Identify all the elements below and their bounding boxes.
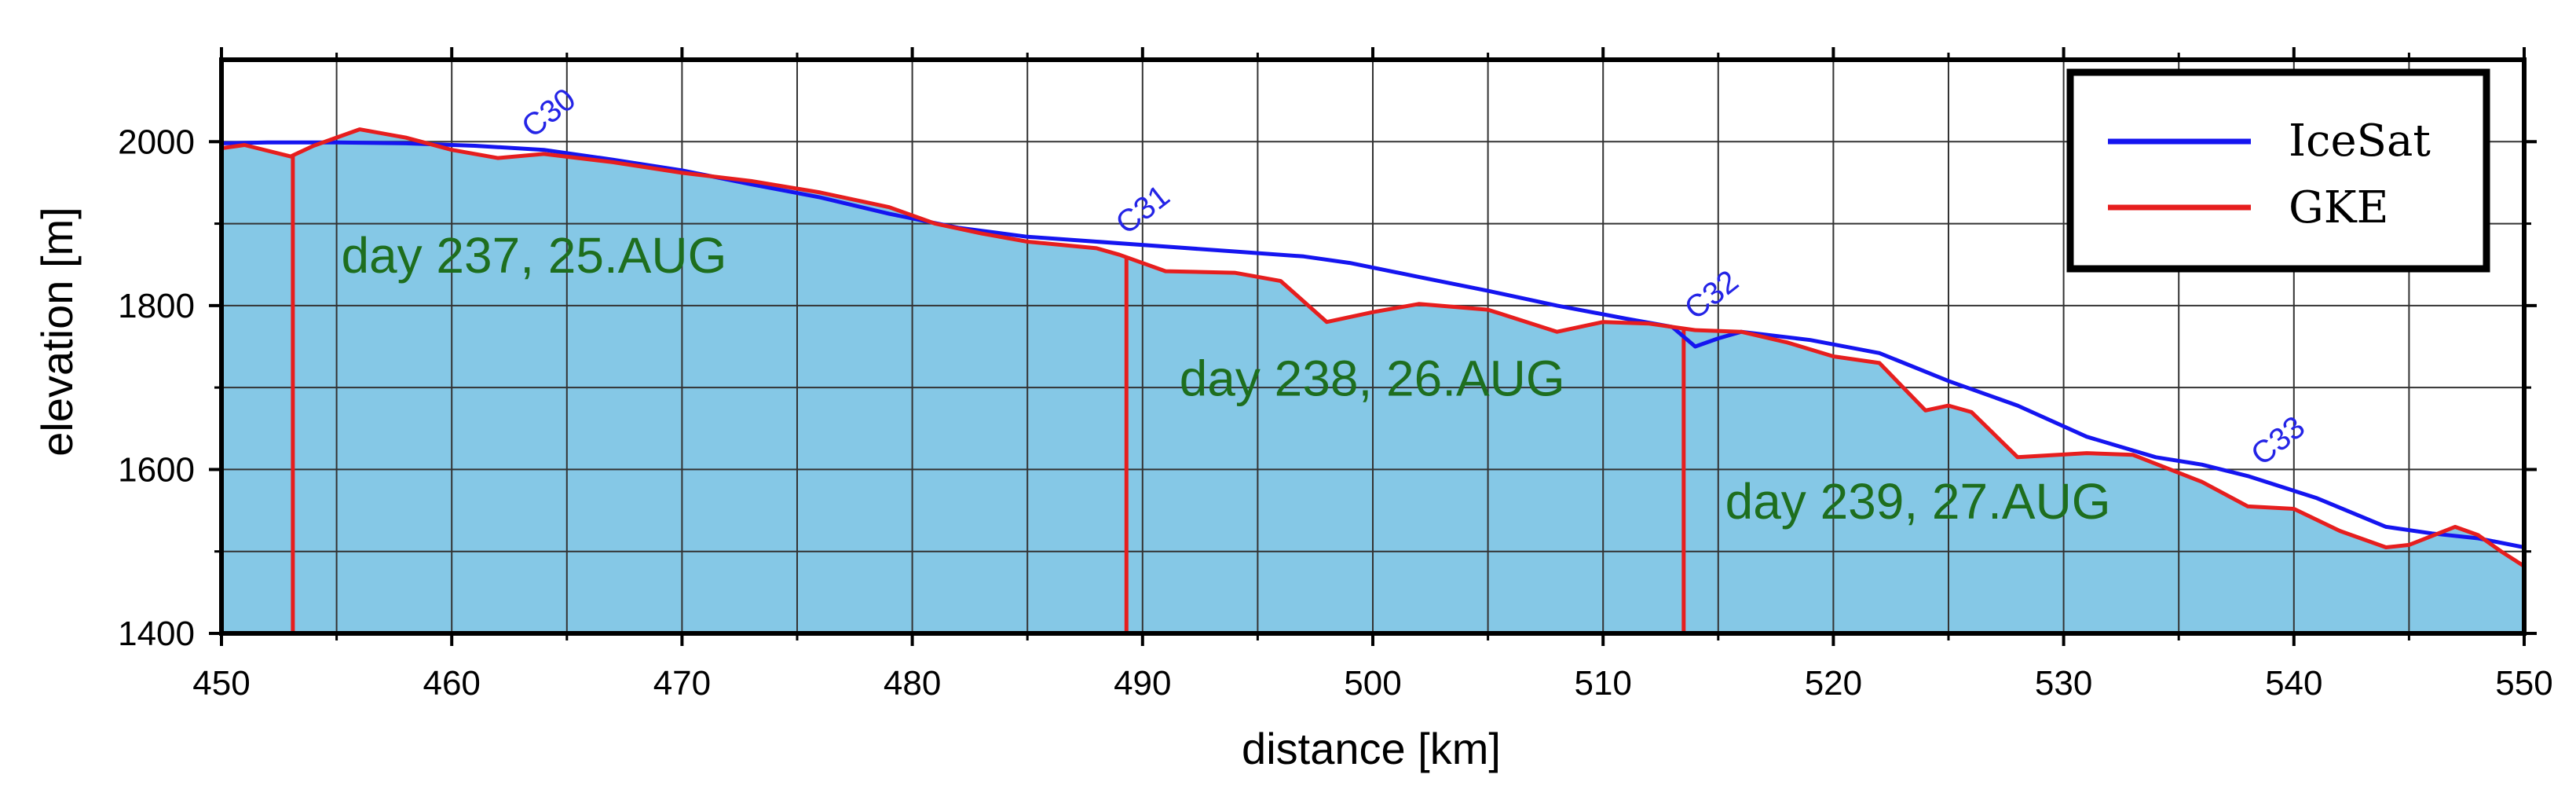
x-tick-label-480: 480 xyxy=(884,664,941,703)
plot-area: day 237, 25.AUG day 238, 26.AUG day 239, 2… xyxy=(219,57,2527,636)
marker-label-c30: C30 xyxy=(515,82,582,145)
x-tick-label-550: 550 xyxy=(2495,664,2552,703)
series-line-gke xyxy=(221,127,2526,568)
x-tick-label-510: 510 xyxy=(1574,664,1631,703)
legend-label-icesat: IceSat xyxy=(2289,116,2431,167)
day-label-1: day 238, 26.AUG xyxy=(1180,350,1565,407)
y-tick-label-2000: 2000 xyxy=(118,123,195,161)
day-label-2: day 239, 27.AUG xyxy=(1725,473,2111,530)
x-tick-label-540: 540 xyxy=(2265,664,2322,703)
day-label-0: day 237, 25.AUG xyxy=(341,227,726,284)
x-tick-label-490: 490 xyxy=(1114,664,1171,703)
y-tick-label-1400: 1400 xyxy=(118,615,195,653)
series-line-icesat xyxy=(221,140,2525,549)
x-tick-label-460: 460 xyxy=(423,664,480,703)
legend-box xyxy=(2066,68,2490,273)
x-tick-label-470: 470 xyxy=(653,664,711,703)
y-tick-label-1800: 1800 xyxy=(118,287,195,325)
marker-label-c33: C33 xyxy=(2245,409,2311,472)
day-labels: day 237, 25.AUG day 238, 26.AUG day 239, 2… xyxy=(341,227,2110,530)
x-tick-label-500: 500 xyxy=(1344,664,1401,703)
marker-label-c32: C32 xyxy=(1678,263,1745,326)
y-tick-label-1600: 1600 xyxy=(118,450,195,489)
x-tick-labels: 450 460 470 480 490 500 510 520 530 540 550 xyxy=(192,664,2552,703)
legend-label-gke: GKE xyxy=(2289,182,2388,233)
y-tick-labels: 1400 1600 1800 2000 xyxy=(118,123,195,653)
x-tick-label-530: 530 xyxy=(2035,664,2092,703)
axis-ticks xyxy=(209,47,2537,646)
x-tick-label-450: 450 xyxy=(192,664,250,703)
x-axis-title: distance [km] xyxy=(1242,724,1501,773)
legend: IceSat GKE xyxy=(2066,68,2490,273)
x-tick-label-520: 520 xyxy=(1805,664,1862,703)
y-axis-title: elevation [m] xyxy=(32,207,82,457)
day-boundary-lines xyxy=(291,155,1686,633)
